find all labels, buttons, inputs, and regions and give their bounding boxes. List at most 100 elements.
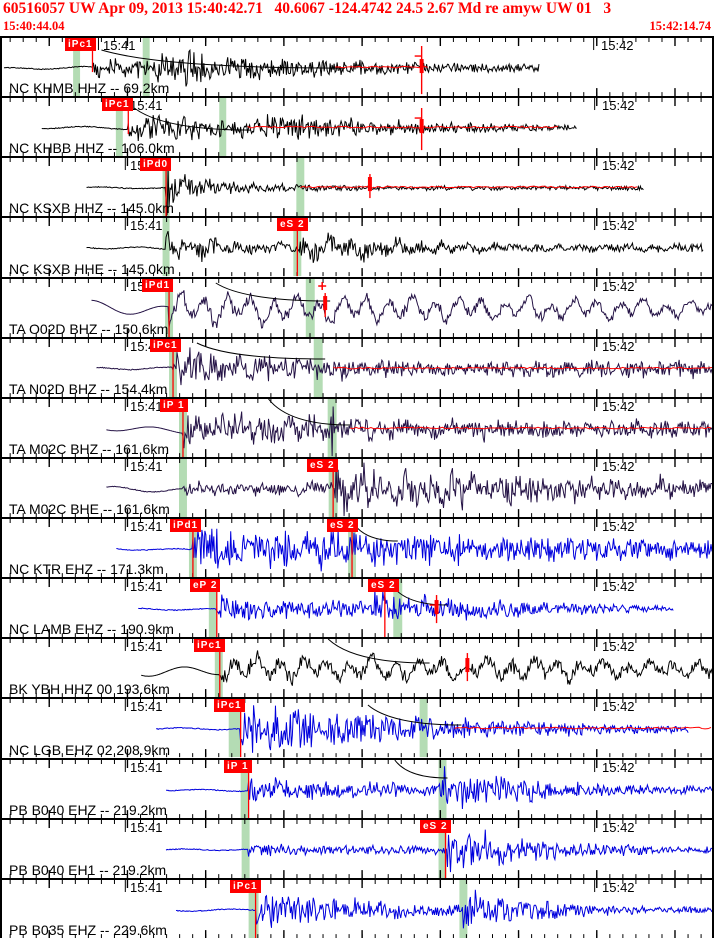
phase-pick-box[interactable]: iPd0	[140, 158, 172, 172]
station-label: TA M02C BHZ -- 161.6km	[9, 440, 170, 457]
coda-decay-curve	[394, 759, 448, 779]
trace-panel: 15:41 15:42 iP 1 PB B040 EHZ -- 219.2km	[2, 757, 712, 818]
trace-panel: 15:41 15:42 eS 2 PB B040 EH1 -- 219.2km	[2, 817, 712, 878]
time-ticks	[9, 759, 702, 818]
phase-pick-box[interactable]: iP 1	[160, 398, 188, 412]
time-label-1542: 15:42	[602, 398, 635, 414]
waveform-trace	[138, 590, 674, 622]
event-summary-header: 60516057 UW Apr 09, 2013 15:40:42.71 40.…	[3, 0, 612, 17]
phase-pick-box[interactable]: iPc1	[214, 699, 245, 713]
time-ticks	[9, 218, 702, 277]
waveform-trace	[86, 168, 644, 216]
time-label-1542: 15:42	[602, 218, 635, 234]
waveform-canvas[interactable]	[2, 699, 712, 758]
coda-decay-curve	[133, 107, 251, 131]
phase-pick-box[interactable]: iPc1	[230, 879, 261, 893]
time-ticks	[9, 819, 702, 878]
waveform-canvas[interactable]	[2, 278, 712, 337]
coda-duration-marker[interactable]	[367, 174, 372, 199]
time-label-1541: 15:41	[130, 819, 163, 835]
phase-pick-box[interactable]: iPd1	[170, 519, 202, 533]
time-label-1541: 15:41	[130, 458, 163, 474]
waveform-canvas[interactable]	[2, 639, 712, 698]
waveform-canvas[interactable]	[2, 579, 712, 638]
waveform-canvas[interactable]	[2, 879, 712, 938]
waveform-canvas[interactable]	[2, 819, 712, 878]
waveform-canvas[interactable]	[2, 759, 712, 818]
waveform-trace	[106, 406, 712, 456]
phase-pick-box[interactable]: iPc1	[150, 338, 181, 352]
phase-pick-box[interactable]: iPc1	[102, 98, 133, 112]
pick-window-band	[327, 398, 337, 457]
phase-pick-box[interactable]: iPc1	[194, 639, 225, 653]
waveform-trace	[155, 705, 689, 754]
waveform-canvas[interactable]	[2, 398, 712, 457]
time-label-1541: 15:41	[130, 699, 163, 715]
time-label-1542: 15:42	[602, 639, 635, 655]
coda-duration-marker[interactable]	[414, 108, 424, 151]
coda-decay-curve	[215, 282, 331, 302]
phase-pick-box[interactable]: iPd1	[142, 278, 174, 292]
trace-panel: 15:41 15:42 iPc1 TA N02D BHZ -- 154.4km	[2, 336, 712, 397]
waveform-trace	[91, 289, 712, 329]
time-ticks	[9, 338, 702, 397]
coda-duration-marker[interactable]	[414, 46, 424, 95]
waveform-trace	[41, 113, 577, 142]
coda-fit-line	[349, 426, 712, 430]
time-label-1541: 15:41	[103, 38, 136, 53]
time-ticks	[9, 639, 702, 698]
trace-panel: 15:41 15:42 iPd1 eS 2 NC KTR EHZ -- 171.3km	[2, 517, 712, 578]
pick-window-band	[393, 579, 403, 638]
phase-pick-box[interactable]: eS 2	[277, 218, 308, 232]
waveform-canvas[interactable]	[2, 338, 712, 397]
time-label-1542: 15:42	[602, 879, 635, 895]
phase-pick-box[interactable]: eP 2	[190, 579, 221, 593]
pick-window-band	[438, 819, 447, 878]
phase-pick-box[interactable]: eS 2	[327, 519, 358, 533]
pick-window-band	[162, 218, 170, 277]
phase-pick-box[interactable]: iP 1	[224, 759, 252, 773]
trace-panel: 15:41 15:42 iPc1 NC KHMB HHZ -- 69.2km	[2, 36, 712, 97]
station-label: NC KSXB HHZ -- 145.0km	[9, 200, 174, 217]
station-label: TA M02C BHE -- 161.6km	[9, 501, 170, 518]
time-ticks	[9, 879, 702, 938]
coda-duration-marker[interactable]	[429, 595, 439, 624]
time-ticks	[9, 579, 702, 638]
waveform-canvas[interactable]	[2, 158, 712, 217]
time-ticks	[9, 398, 702, 457]
waveform-canvas[interactable]	[2, 458, 712, 518]
pick-window-band	[240, 759, 249, 818]
pick-window-band	[248, 879, 259, 938]
time-label-1542: 15:42	[602, 819, 635, 835]
time-label-1541: 15:41	[130, 879, 163, 895]
coda-duration-marker[interactable]	[465, 653, 470, 682]
trace-panel: 15:41 15:42 eP 2 eS 2 NC LAMB EHZ -- 190.9km	[2, 577, 712, 638]
phase-pick-box[interactable]: eS 2	[307, 458, 338, 472]
phase-pick-box[interactable]: eS 2	[368, 579, 399, 593]
waveform-canvas[interactable]	[2, 218, 712, 277]
station-label: PB B040 EHZ -- 219.2km	[9, 801, 167, 818]
time-label-1542: 15:42	[602, 458, 635, 474]
trace-panel: 15:41 15:42 iPc1 PB B035 EHZ -- 229.6km	[2, 877, 712, 938]
coda-duration-marker[interactable]	[323, 292, 328, 317]
station-label: NC LGB EHZ 02 208.9km	[9, 741, 171, 758]
time-label-1542: 15:42	[602, 98, 635, 114]
coda-plus-marker[interactable]	[318, 281, 327, 290]
station-label: NC KSXB HHE -- 145.0km	[9, 260, 175, 277]
trace-panel-stack: 15:41 15:42 iPc1 NC KHMB HHZ -- 69.2km 15:41…	[0, 36, 714, 938]
time-label-1541: 15:41	[130, 98, 163, 114]
phase-pick-box[interactable]: iPc1	[65, 38, 96, 51]
coda-decay-curve	[268, 398, 351, 426]
window-start-time: 15:40:44.04	[3, 19, 65, 33]
coda-decay-curve	[327, 639, 430, 664]
waveform-canvas[interactable]	[2, 38, 712, 97]
time-ticks	[9, 519, 702, 578]
waveform-trace	[116, 528, 712, 572]
trace-panel: 15:41 15:42 iP 1 TA M02C BHZ -- 161.6km	[2, 396, 712, 457]
station-label: NC KHBB HHZ -- 106.0km	[9, 140, 175, 157]
time-label-1542: 15:42	[602, 519, 635, 535]
phase-pick-box[interactable]: eS 2	[420, 819, 451, 833]
coda-fit-line	[335, 65, 428, 69]
time-ticks	[9, 699, 702, 758]
